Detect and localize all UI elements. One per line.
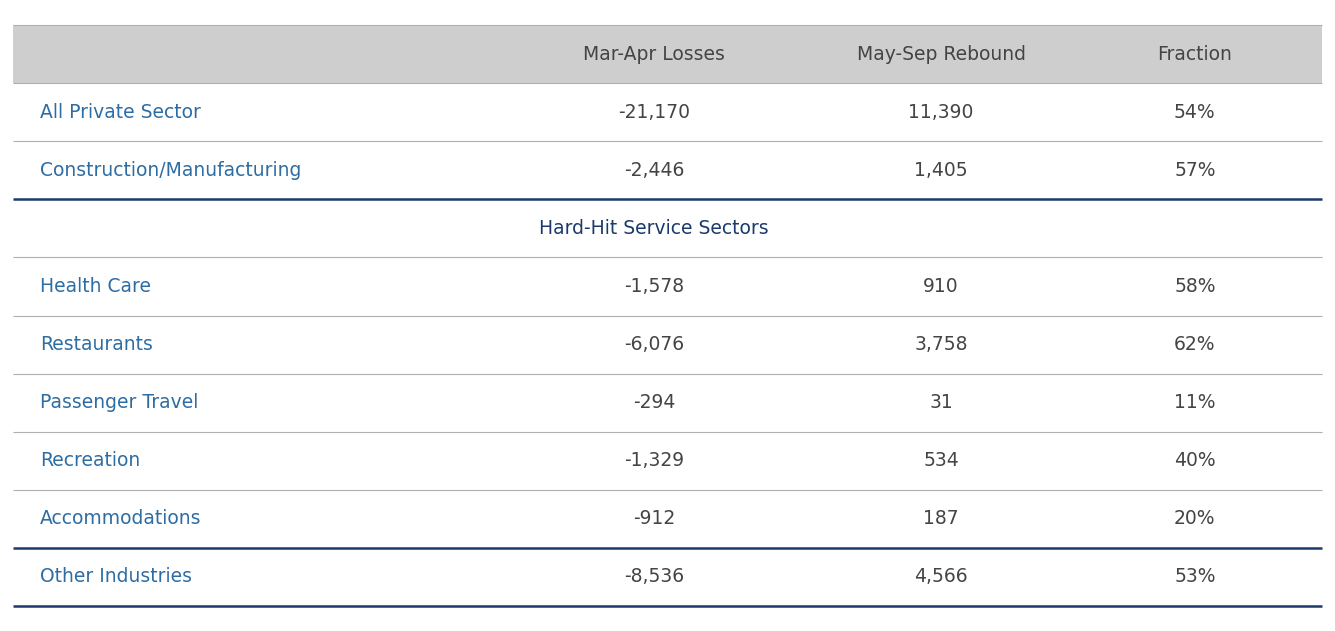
Text: 20%: 20% bbox=[1173, 509, 1216, 528]
Text: -1,329: -1,329 bbox=[623, 451, 685, 470]
Text: 187: 187 bbox=[924, 509, 959, 528]
Text: 53%: 53% bbox=[1173, 567, 1216, 586]
Text: Restaurants: Restaurants bbox=[40, 335, 154, 354]
Text: 57%: 57% bbox=[1173, 161, 1216, 180]
Text: -2,446: -2,446 bbox=[623, 161, 685, 180]
Text: 1,405: 1,405 bbox=[914, 161, 968, 180]
Text: May-Sep Rebound: May-Sep Rebound bbox=[857, 45, 1025, 64]
Text: Hard-Hit Service Sectors: Hard-Hit Service Sectors bbox=[539, 219, 769, 238]
Text: Passenger Travel: Passenger Travel bbox=[40, 393, 199, 412]
Text: 11%: 11% bbox=[1173, 393, 1216, 412]
Text: Construction/Manufacturing: Construction/Manufacturing bbox=[40, 161, 302, 180]
Text: 910: 910 bbox=[924, 277, 959, 296]
Text: -912: -912 bbox=[633, 509, 676, 528]
Text: 534: 534 bbox=[924, 451, 959, 470]
Text: 40%: 40% bbox=[1173, 451, 1216, 470]
Text: -21,170: -21,170 bbox=[618, 103, 690, 122]
Text: 62%: 62% bbox=[1173, 335, 1216, 354]
Text: Recreation: Recreation bbox=[40, 451, 140, 470]
Text: -1,578: -1,578 bbox=[623, 277, 685, 296]
Text: 4,566: 4,566 bbox=[914, 567, 968, 586]
Text: 54%: 54% bbox=[1173, 103, 1216, 122]
Text: Accommodations: Accommodations bbox=[40, 509, 202, 528]
Text: Health Care: Health Care bbox=[40, 277, 151, 296]
Text: -8,536: -8,536 bbox=[623, 567, 685, 586]
Text: Mar-Apr Losses: Mar-Apr Losses bbox=[583, 45, 725, 64]
Text: -294: -294 bbox=[633, 393, 676, 412]
Text: Fraction: Fraction bbox=[1157, 45, 1232, 64]
Text: 31: 31 bbox=[929, 393, 953, 412]
FancyBboxPatch shape bbox=[13, 25, 1322, 83]
Text: 11,390: 11,390 bbox=[909, 103, 973, 122]
Text: 3,758: 3,758 bbox=[914, 335, 968, 354]
Text: 58%: 58% bbox=[1173, 277, 1216, 296]
Text: All Private Sector: All Private Sector bbox=[40, 103, 202, 122]
Text: Other Industries: Other Industries bbox=[40, 567, 192, 586]
Text: -6,076: -6,076 bbox=[623, 335, 685, 354]
